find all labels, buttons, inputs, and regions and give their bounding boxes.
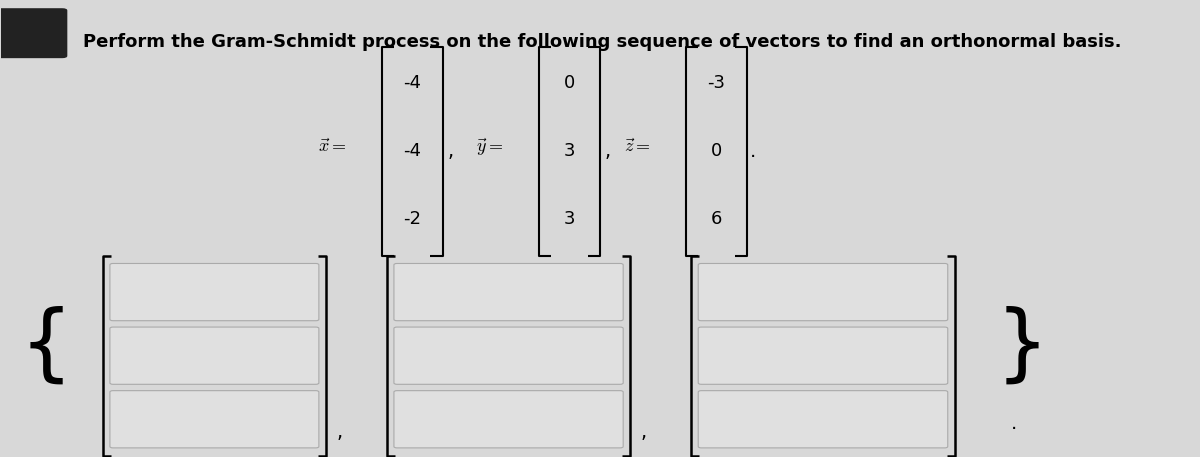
Text: 3: 3: [564, 142, 575, 160]
FancyBboxPatch shape: [110, 264, 319, 321]
FancyBboxPatch shape: [698, 327, 948, 384]
Text: Perform the Gram-Schmidt process on the following sequence of vectors to find an: Perform the Gram-Schmidt process on the …: [83, 33, 1121, 51]
Text: -4: -4: [403, 74, 421, 92]
FancyBboxPatch shape: [394, 327, 623, 384]
FancyBboxPatch shape: [394, 391, 623, 448]
Text: 6: 6: [710, 210, 722, 228]
FancyBboxPatch shape: [394, 264, 623, 321]
FancyBboxPatch shape: [110, 391, 319, 448]
Text: 0: 0: [710, 142, 722, 160]
FancyBboxPatch shape: [0, 8, 67, 58]
Text: $\vec{y} =$: $\vec{y} =$: [476, 136, 504, 158]
Text: .: .: [1010, 414, 1016, 433]
Text: ,: ,: [336, 423, 342, 442]
Text: -2: -2: [403, 210, 421, 228]
Text: ,: ,: [641, 423, 647, 442]
Text: ,: ,: [605, 142, 611, 161]
FancyBboxPatch shape: [698, 391, 948, 448]
Text: -4: -4: [403, 142, 421, 160]
Text: -3: -3: [708, 74, 726, 92]
Text: }: }: [996, 306, 1049, 387]
Text: ,: ,: [448, 142, 454, 161]
FancyBboxPatch shape: [110, 327, 319, 384]
Text: .: .: [750, 142, 756, 161]
Text: 3: 3: [564, 210, 575, 228]
Text: {: {: [19, 306, 72, 387]
FancyBboxPatch shape: [698, 264, 948, 321]
Text: 0: 0: [564, 74, 575, 92]
Text: $\vec{x} =$: $\vec{x} =$: [318, 138, 347, 156]
Text: $\vec{z} =$: $\vec{z} =$: [624, 138, 650, 156]
